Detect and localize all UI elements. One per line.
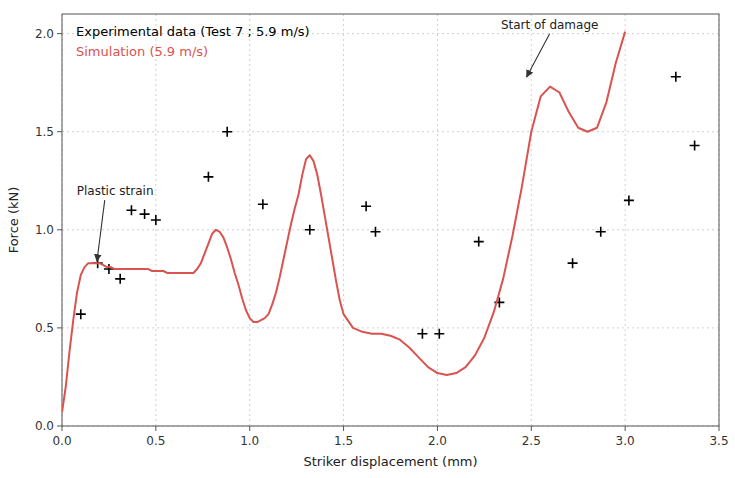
point [126, 205, 136, 215]
point [568, 258, 578, 268]
annotation: Start of damage [501, 18, 599, 32]
tick-label: 1.0 [35, 223, 54, 237]
point [434, 329, 444, 339]
point [370, 227, 380, 237]
plot-background [62, 14, 719, 426]
tick-label: 0.5 [35, 321, 54, 335]
tick-mark [531, 426, 532, 431]
point [258, 199, 268, 209]
annotation-arrow [527, 34, 550, 77]
line [62, 32, 625, 413]
tick-label: 0.5 [146, 434, 165, 448]
point [76, 309, 86, 319]
tick-mark [62, 426, 63, 431]
grid [62, 14, 719, 426]
tick-mark [719, 426, 720, 431]
tick-label: 0.0 [35, 419, 54, 433]
tick-mark [249, 426, 250, 431]
legend-entry: Experimental data (Test 7 ; 5.9 m/s) [76, 24, 310, 39]
series [62, 32, 625, 413]
point [417, 329, 427, 339]
annotations: Plastic strain Start of damage [77, 18, 599, 261]
grid-line [62, 229, 719, 230]
point [690, 140, 700, 150]
tick-label: 1.5 [35, 125, 54, 139]
point [361, 201, 371, 211]
tick-mark [343, 426, 344, 431]
series [76, 72, 700, 339]
legend: Experimental data (Test 7 ; 5.9 m/s) Simu… [76, 24, 310, 59]
point [474, 237, 484, 247]
tick-mark [57, 327, 62, 328]
tick-mark [57, 33, 62, 34]
chart: 0.0 0.5 1.0 1.5 2.0 2.5 3.0 3.5 0.0 0.5 1.0 1.5 2.0 S… [0, 0, 735, 478]
grid-line [437, 14, 438, 426]
point [624, 195, 634, 205]
point [115, 274, 125, 284]
grid-line [62, 327, 719, 328]
grid-line [343, 14, 344, 426]
grid-line [62, 131, 719, 132]
grid-line [249, 14, 250, 426]
tick-mark [625, 426, 626, 431]
tick-mark [155, 426, 156, 431]
grid-line [531, 14, 532, 426]
tick-mark [437, 426, 438, 431]
y-axis-title: Force (kN) [6, 187, 21, 254]
tick-label: 2.0 [35, 27, 54, 41]
point [203, 172, 213, 182]
tick-label: 2.0 [428, 434, 447, 448]
tick-label: 0.0 [52, 434, 71, 448]
axes: 0.0 0.5 1.0 1.5 2.0 2.5 3.0 3.5 0.0 0.5 1.0 1.5 2.0 [35, 27, 729, 448]
tick-label: 3.5 [709, 434, 728, 448]
point [596, 227, 606, 237]
tick-label: 1.5 [334, 434, 353, 448]
point [140, 209, 150, 219]
point [671, 72, 681, 82]
tick-label: 1.0 [240, 434, 259, 448]
point [151, 215, 161, 225]
tick-label: 3.0 [616, 434, 635, 448]
data-area [62, 32, 700, 413]
grid-line [625, 14, 626, 426]
legend-entry: Simulation (5.9 m/s) [76, 44, 208, 59]
annotation: Plastic strain [77, 184, 154, 198]
point [305, 225, 315, 235]
x-axis-title: Striker displacement (mm) [303, 454, 477, 469]
plot-frame [62, 14, 719, 426]
tick-mark [57, 229, 62, 230]
tick-mark [57, 426, 62, 427]
annotation-arrow [97, 200, 105, 261]
point [222, 127, 232, 137]
tick-label: 2.5 [522, 434, 541, 448]
tick-mark [57, 131, 62, 132]
